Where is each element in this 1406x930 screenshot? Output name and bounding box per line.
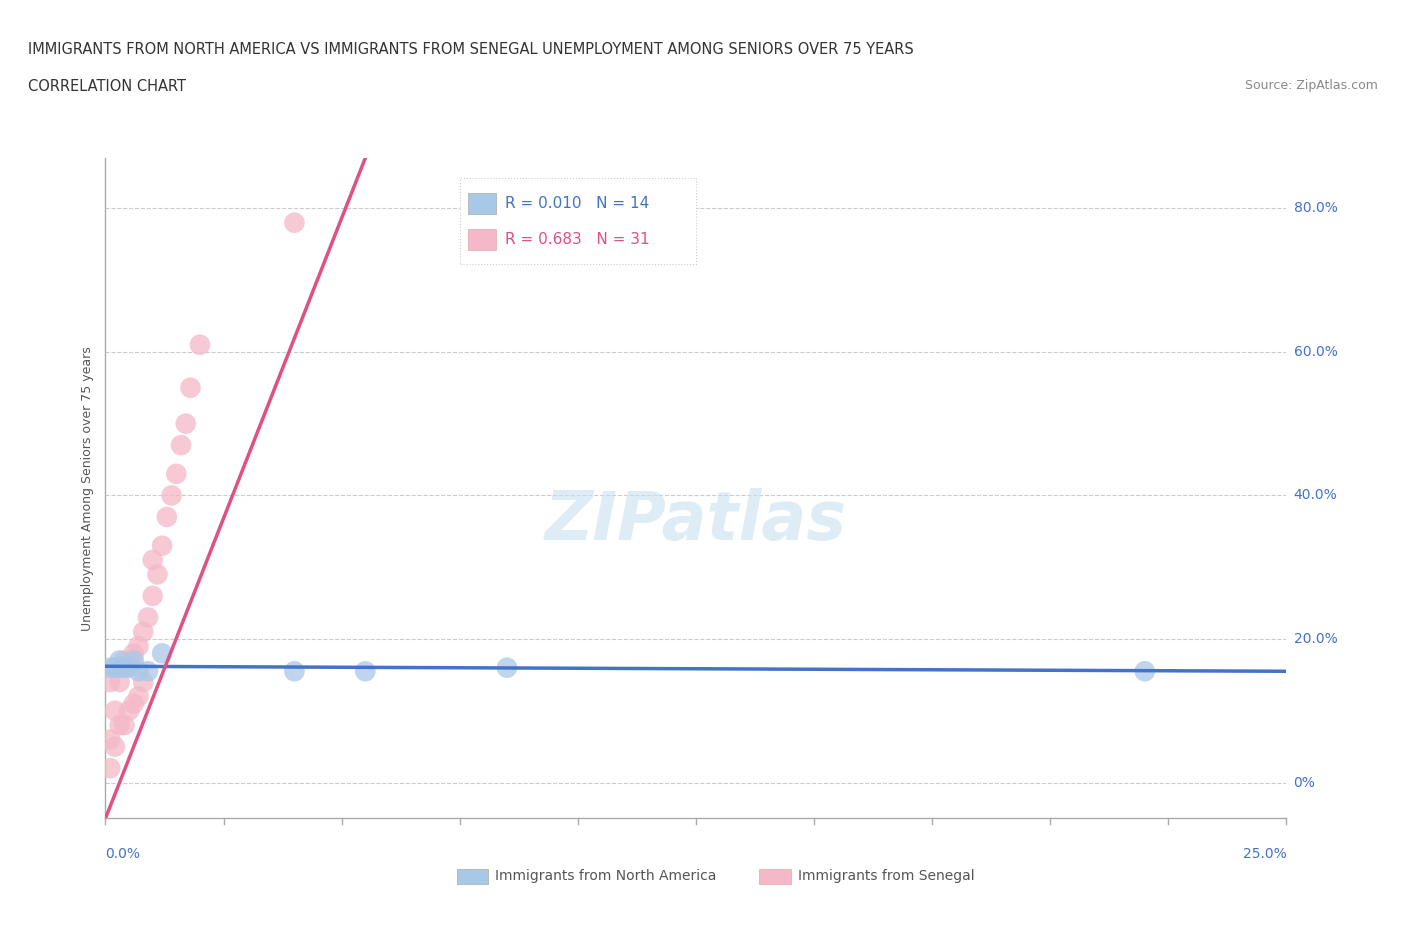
Point (283, 215, 305, 230)
Point (104, 703, 127, 718)
Text: 25.0%: 25.0% (1243, 846, 1286, 861)
Text: CORRELATION CHART: CORRELATION CHART (28, 79, 186, 94)
Point (112, 660, 135, 675)
Point (179, 380, 201, 395)
Text: IMMIGRANTS FROM NORTH AMERICA VS IMMIGRANTS FROM SENEGAL UNEMPLOYMENT AMONG SENI: IMMIGRANTS FROM NORTH AMERICA VS IMMIGRA… (28, 42, 914, 57)
Point (98, 674, 121, 689)
Point (283, 664, 305, 679)
Point (98, 761, 121, 776)
Point (142, 552, 165, 567)
Point (104, 660, 127, 675)
Point (108, 653, 131, 668)
Point (118, 653, 141, 668)
Point (160, 488, 183, 503)
Text: 40.0%: 40.0% (1294, 488, 1337, 502)
Point (136, 664, 159, 679)
Point (188, 338, 211, 352)
Text: R = 0.683   N = 31: R = 0.683 N = 31 (505, 232, 650, 247)
Point (150, 646, 173, 661)
Point (156, 510, 179, 525)
Point (354, 664, 377, 679)
Point (132, 624, 155, 639)
Point (128, 639, 150, 654)
Text: 80.0%: 80.0% (1294, 201, 1337, 216)
Point (150, 538, 173, 553)
Point (165, 467, 187, 482)
Point (98, 732, 121, 747)
Point (108, 674, 131, 689)
Text: 0%: 0% (1294, 776, 1316, 790)
Point (122, 653, 145, 668)
Point (136, 610, 159, 625)
Point (112, 718, 135, 733)
Text: ZIPatlas: ZIPatlas (546, 488, 846, 554)
Text: 0.0%: 0.0% (105, 846, 141, 861)
Point (122, 646, 145, 661)
Point (104, 660, 127, 675)
Point (496, 660, 519, 675)
Point (118, 703, 141, 718)
Point (174, 417, 197, 432)
Y-axis label: Unemployment Among Seniors over 75 years: Unemployment Among Seniors over 75 years (82, 346, 94, 631)
Point (118, 660, 141, 675)
Point (98, 660, 121, 675)
Text: R = 0.010   N = 14: R = 0.010 N = 14 (505, 196, 650, 211)
Text: 20.0%: 20.0% (1294, 632, 1337, 646)
Text: 60.0%: 60.0% (1294, 345, 1337, 359)
Text: Source: ZipAtlas.com: Source: ZipAtlas.com (1244, 79, 1378, 92)
Point (128, 664, 150, 679)
Text: Immigrants from Senegal: Immigrants from Senegal (797, 869, 974, 883)
Point (108, 718, 131, 733)
Point (146, 567, 169, 582)
Text: Immigrants from North America: Immigrants from North America (495, 869, 717, 883)
Point (122, 697, 145, 711)
Point (170, 438, 193, 453)
Point (104, 739, 127, 754)
Point (112, 653, 135, 668)
Point (1133, 664, 1156, 679)
Point (142, 589, 165, 604)
Point (132, 674, 155, 689)
Point (128, 689, 150, 704)
Point (108, 660, 131, 675)
